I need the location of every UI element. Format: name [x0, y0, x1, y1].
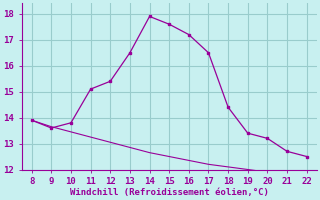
- X-axis label: Windchill (Refroidissement éolien,°C): Windchill (Refroidissement éolien,°C): [70, 188, 268, 197]
